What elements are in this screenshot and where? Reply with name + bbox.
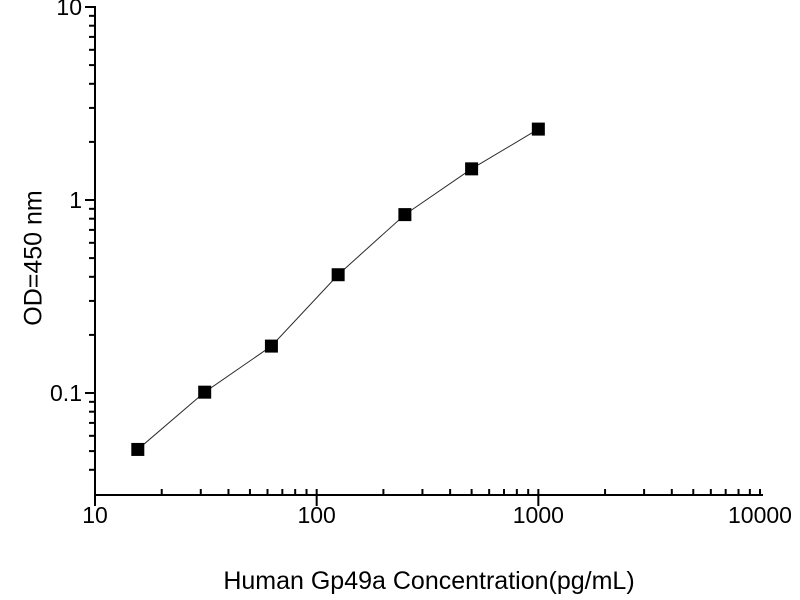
data-point-marker (198, 385, 212, 399)
data-point-marker (531, 122, 545, 136)
y-tick-label: 10 (56, 0, 82, 20)
x-tick-label: 10 (82, 502, 108, 528)
y-tick-label: 0.1 (50, 380, 82, 406)
data-point-marker (398, 208, 412, 222)
x-tick-label: 100 (297, 502, 335, 528)
x-tick-label: 10000 (728, 502, 792, 528)
data-point-marker (131, 442, 145, 456)
series-line (137, 128, 539, 450)
data-point-marker (465, 162, 479, 176)
data-point-marker (264, 339, 278, 353)
data-point-marker (331, 268, 345, 282)
x-axis-title: Human Gp49a Concentration(pg/mL) (223, 567, 635, 595)
y-axis-title: OD=450 nm (19, 190, 48, 326)
y-tick-label: 1 (69, 187, 82, 213)
x-tick-label: 1000 (513, 502, 564, 528)
